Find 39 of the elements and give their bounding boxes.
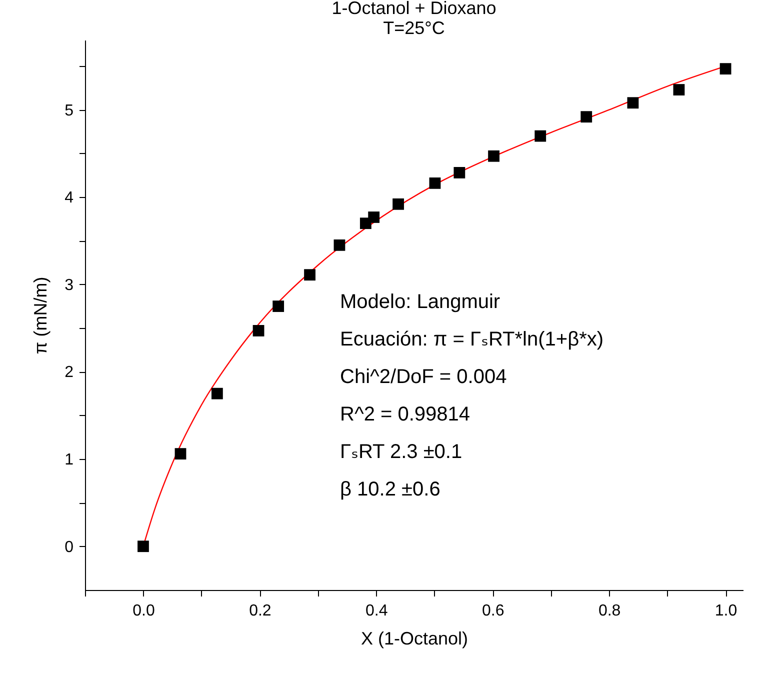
y-tick-label: 0: [64, 538, 74, 556]
chart-subtitle: T=25°C: [383, 18, 445, 38]
annotation: β 10.2 ±0.6: [340, 478, 440, 500]
x-tick-label: 0.2: [249, 602, 272, 620]
point: [392, 198, 404, 210]
annotation: Ecuación: π = ΓₛRT*ln(1+β*x): [340, 328, 604, 350]
point: [334, 239, 346, 251]
x-tick-label: 0.0: [132, 602, 155, 620]
y-tick-label: 5: [64, 102, 74, 120]
point: [454, 166, 466, 178]
point: [252, 325, 264, 336]
y-tick-label: 2: [64, 364, 74, 382]
y-tick-label: 4: [64, 190, 74, 207]
y-tick-label: 3: [64, 276, 74, 294]
chart-title: 1-Octanol + Dioxano: [332, 0, 496, 18]
y-axis-title: π (mN/m): [30, 276, 51, 354]
x-tick-label: 0.4: [366, 602, 388, 620]
point: [304, 269, 316, 281]
annotation: Chi^2/DoF = 0.004: [340, 366, 507, 388]
point: [368, 212, 380, 223]
point: [720, 63, 732, 75]
point: [272, 300, 284, 312]
point: [534, 130, 546, 142]
point: [429, 177, 441, 189]
y-tick-label: 1: [64, 452, 74, 469]
x-axis-title: X (1-Octanol): [360, 628, 468, 648]
annotation: ΓₛRT 2.3 ±0.1: [340, 441, 462, 463]
x-tick-label: 0.8: [598, 602, 621, 620]
point: [488, 150, 500, 162]
annotation: Modelo: Langmuir: [340, 291, 500, 313]
point: [673, 84, 685, 96]
x-tick-label: 1.0: [714, 602, 738, 620]
annotation: R^2 = 0.99814: [340, 404, 470, 426]
point: [580, 111, 592, 123]
point: [138, 540, 149, 552]
x-tick-label: 0.6: [482, 602, 504, 620]
point: [627, 97, 639, 109]
point: [174, 448, 186, 460]
point: [211, 388, 223, 400]
